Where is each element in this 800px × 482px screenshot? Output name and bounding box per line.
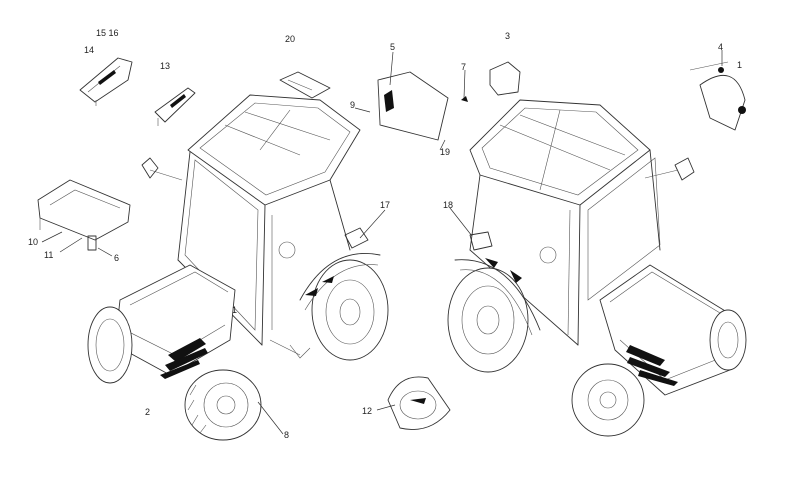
callout-10: 10: [28, 237, 38, 247]
part-14-16: [79, 57, 133, 106]
part-13: [154, 87, 196, 126]
part-12: [387, 376, 451, 430]
callout-6: 6: [114, 253, 119, 263]
callout-18: 18: [443, 200, 453, 210]
callout-9: 9: [350, 100, 355, 110]
part-4-1: [689, 61, 746, 131]
tractor-right: [447, 99, 747, 437]
part-5-9: [377, 71, 449, 141]
callout-15-16: 15 16: [96, 28, 119, 38]
callout-3: 3: [505, 31, 510, 41]
callout-17: 17: [380, 200, 390, 210]
callout-12: 12: [362, 406, 372, 416]
callout-19: 19: [440, 147, 450, 157]
callout-14: 14: [84, 45, 94, 55]
callout-5: 5: [390, 42, 395, 52]
part-20: [279, 71, 331, 99]
callout-11: 11: [44, 250, 53, 260]
callout-13: 13: [160, 61, 170, 71]
callout-7: 7: [461, 62, 466, 72]
part-3: [489, 61, 521, 96]
callout-1-top: 1: [737, 60, 742, 70]
callout-2: 2: [145, 407, 150, 417]
callout-4: 4: [718, 42, 723, 52]
callout-1-mid: 1: [232, 305, 237, 315]
part-10-11-6: [37, 179, 131, 251]
leader-lines: [41, 50, 723, 435]
callout-8: 8: [284, 430, 289, 440]
callout-labels: 15 16 14 13 20 5 9 3 7 19 4 1 17 18 10 1…: [28, 28, 742, 440]
part-7: [461, 96, 468, 102]
tractor-left: [87, 94, 389, 441]
callout-20: 20: [285, 34, 295, 44]
